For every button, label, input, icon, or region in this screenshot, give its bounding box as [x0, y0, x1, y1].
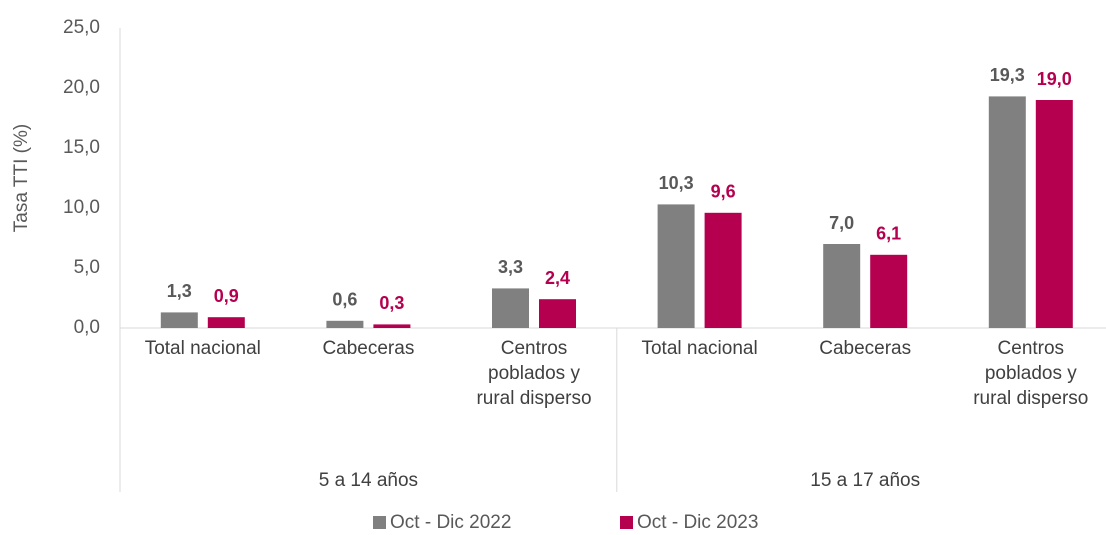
value-label: 6,1: [876, 224, 901, 244]
bar: [160, 312, 198, 328]
value-label: 19,0: [1037, 69, 1072, 89]
value-label: 0,9: [214, 286, 239, 306]
bar: [492, 288, 529, 328]
bar: [870, 254, 908, 328]
bar: [207, 317, 245, 328]
group-label: 5 a 14 años: [318, 470, 419, 491]
legend-swatch: [620, 516, 633, 529]
y-tick-label: 0,0: [74, 317, 100, 338]
x-tick-label: Centros poblados y rural disperso: [973, 338, 1089, 409]
y-tick-label: 5,0: [74, 257, 100, 278]
x-tick-label: Cabeceras: [322, 338, 415, 359]
value-label: 0,3: [379, 293, 404, 313]
bar: [373, 324, 411, 328]
x-tick-label: Total nacional: [641, 338, 758, 359]
bar: [988, 96, 1026, 329]
y-tick-label: 10,0: [63, 197, 100, 218]
bar: [823, 244, 861, 328]
value-label: 10,3: [659, 173, 694, 193]
bar: [657, 204, 695, 328]
y-tick-label: 20,0: [63, 77, 100, 98]
x-tick-label: Centros poblados y rural disperso: [476, 338, 592, 409]
x-tick-label: Cabeceras: [819, 338, 912, 359]
bar: [539, 299, 576, 328]
value-label: 1,3: [167, 281, 192, 301]
value-label: 0,6: [332, 290, 357, 310]
y-tick-label: 25,0: [63, 17, 100, 38]
bar: [326, 320, 364, 328]
value-label: 3,3: [498, 257, 523, 277]
legend-swatch: [373, 516, 386, 529]
y-tick-label: 15,0: [63, 137, 100, 158]
legend-label: Oct - Dic 2022: [390, 512, 511, 533]
value-label: 2,4: [545, 268, 570, 288]
bar: [704, 212, 742, 328]
value-label: 9,6: [711, 182, 736, 202]
bar: [1035, 100, 1073, 328]
group-label: 15 a 17 años: [810, 470, 921, 491]
value-label: 19,3: [990, 65, 1025, 85]
value-label: 7,0: [829, 213, 854, 233]
y-axis-label: Tasa TTI (%): [11, 124, 32, 232]
legend-label: Oct - Dic 2023: [637, 512, 758, 533]
x-tick-label: Total nacional: [144, 338, 261, 359]
